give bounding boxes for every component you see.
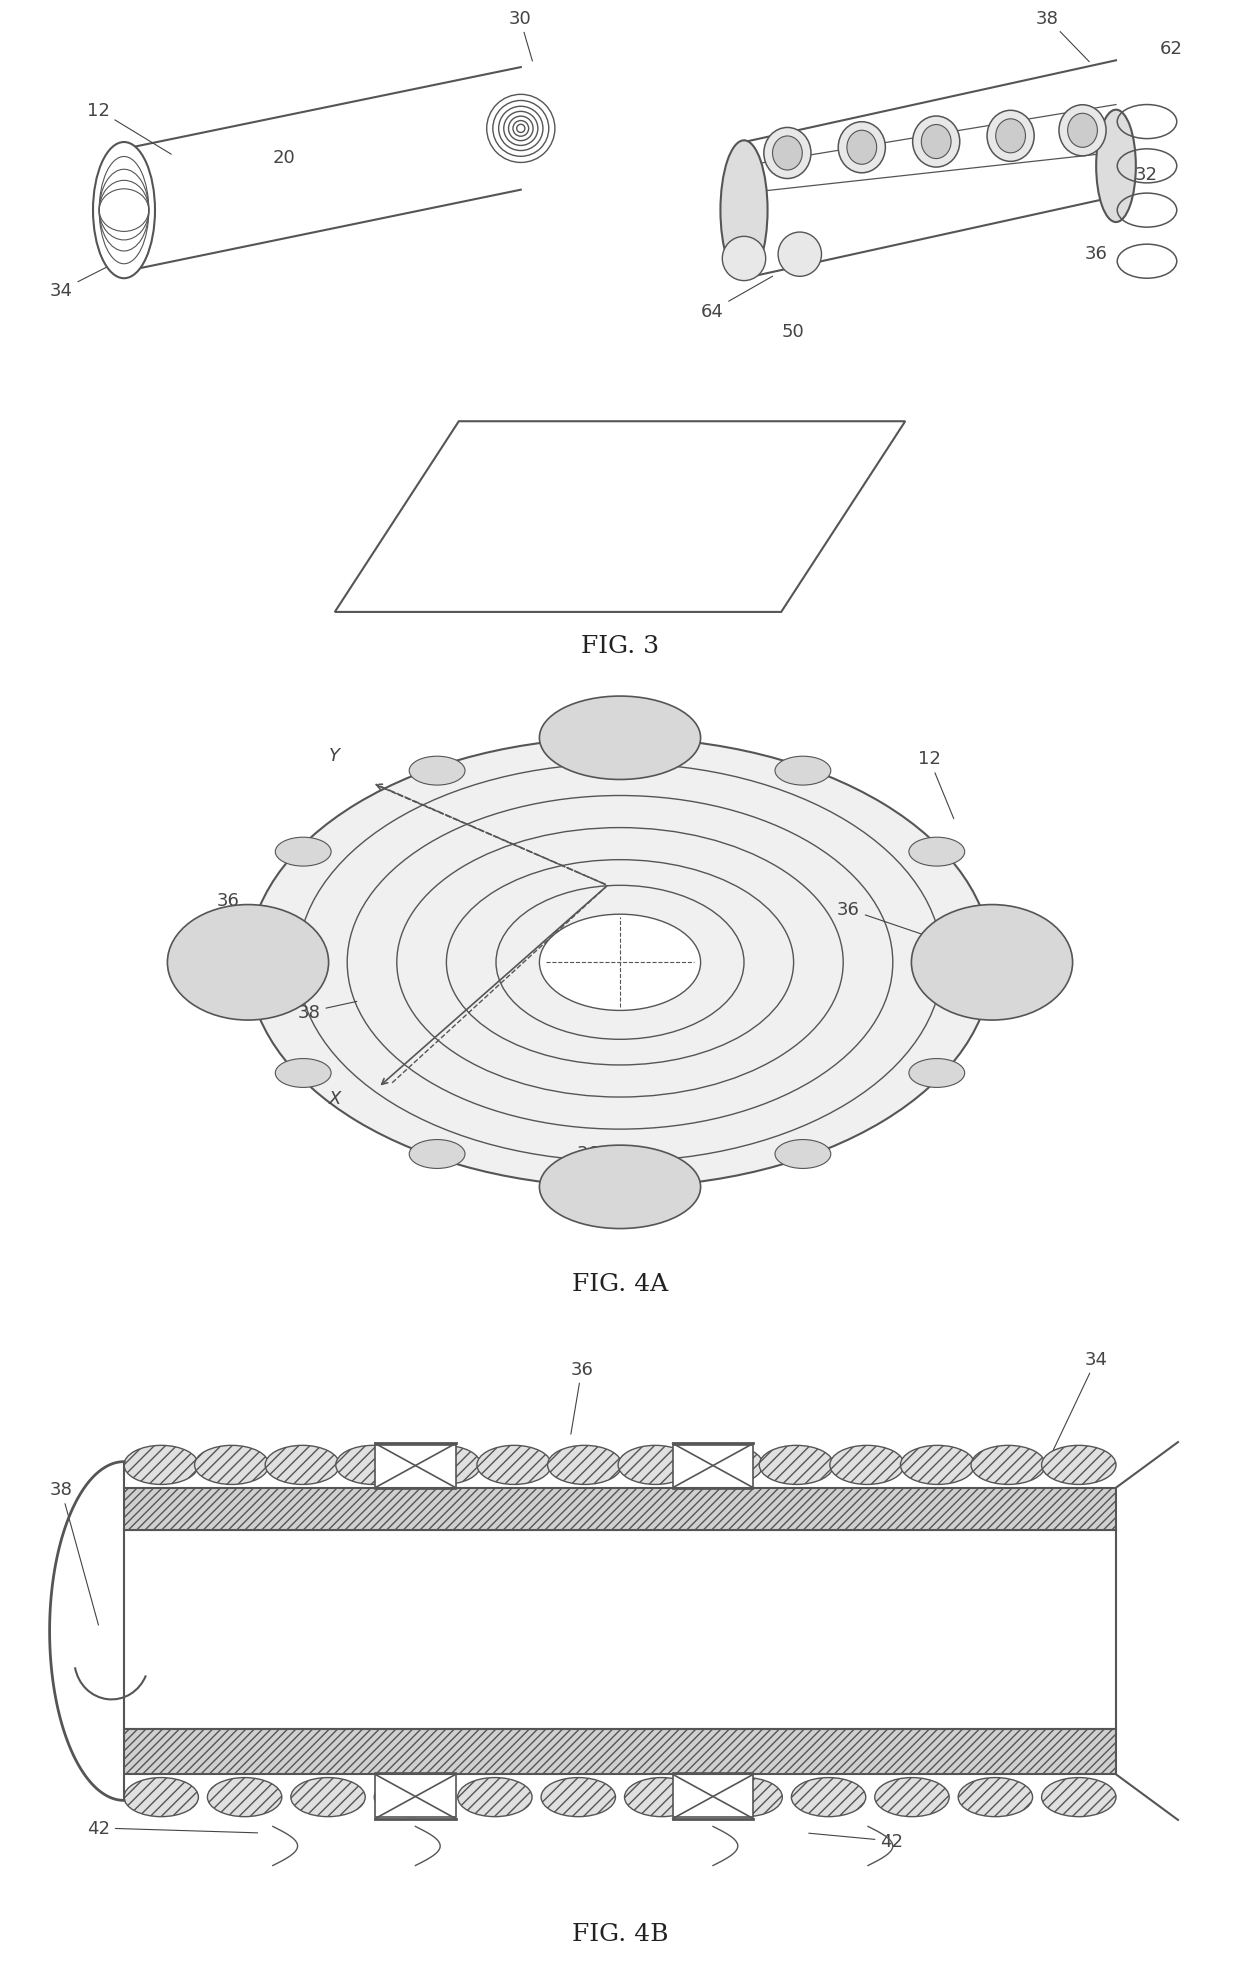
Ellipse shape	[775, 1140, 831, 1168]
Ellipse shape	[708, 1778, 782, 1817]
Ellipse shape	[409, 758, 465, 785]
Bar	[124, 1531, 1116, 1728]
Text: FIG. 4A: FIG. 4A	[572, 1273, 668, 1294]
Ellipse shape	[773, 136, 802, 172]
Bar	[124, 1488, 1116, 1531]
Ellipse shape	[548, 1446, 622, 1484]
Text: Y: Y	[329, 748, 340, 766]
Ellipse shape	[921, 126, 951, 160]
Ellipse shape	[1042, 1778, 1116, 1817]
Ellipse shape	[775, 758, 831, 785]
Text: 12: 12	[87, 103, 171, 156]
Ellipse shape	[1096, 110, 1136, 223]
Ellipse shape	[291, 1778, 366, 1817]
Text: 36: 36	[577, 1144, 618, 1182]
Ellipse shape	[911, 906, 1073, 1020]
Text: FIG. 3: FIG. 3	[580, 635, 660, 659]
Ellipse shape	[830, 1446, 904, 1484]
Ellipse shape	[791, 1778, 866, 1817]
Text: 38: 38	[1035, 10, 1089, 63]
Text: 30: 30	[508, 10, 532, 61]
Text: X: X	[329, 1089, 341, 1109]
Text: 36: 36	[217, 892, 247, 953]
Ellipse shape	[226, 949, 283, 977]
Ellipse shape	[93, 142, 155, 278]
Ellipse shape	[987, 110, 1034, 162]
Text: FIG. 4B: FIG. 4B	[572, 1922, 668, 1945]
Text: 38: 38	[50, 1480, 98, 1626]
Ellipse shape	[909, 1060, 965, 1087]
Ellipse shape	[539, 915, 701, 1010]
Ellipse shape	[1042, 1446, 1116, 1484]
Ellipse shape	[477, 1446, 552, 1484]
Ellipse shape	[1068, 114, 1097, 148]
Ellipse shape	[541, 1778, 615, 1817]
Text: 12: 12	[918, 750, 954, 819]
Text: 42: 42	[808, 1833, 904, 1851]
Ellipse shape	[996, 120, 1025, 154]
Text: 38: 38	[298, 1002, 357, 1022]
Text: 64: 64	[701, 276, 773, 320]
Text: 32: 32	[1135, 166, 1158, 183]
Bar	[672, 1774, 753, 1817]
Bar	[124, 1728, 1116, 1774]
Ellipse shape	[874, 1778, 949, 1817]
Ellipse shape	[539, 1146, 701, 1229]
Ellipse shape	[409, 1140, 465, 1168]
Ellipse shape	[248, 738, 992, 1188]
Ellipse shape	[759, 1446, 833, 1484]
Text: 62: 62	[1159, 41, 1182, 59]
Ellipse shape	[458, 1778, 532, 1817]
Ellipse shape	[779, 233, 822, 276]
Ellipse shape	[593, 728, 647, 756]
Ellipse shape	[124, 1446, 198, 1484]
Ellipse shape	[688, 1446, 763, 1484]
Text: 36: 36	[1085, 245, 1107, 262]
Ellipse shape	[971, 1446, 1045, 1484]
Ellipse shape	[207, 1778, 281, 1817]
Bar	[672, 1444, 753, 1490]
Ellipse shape	[275, 1060, 331, 1087]
Ellipse shape	[1059, 107, 1106, 156]
Bar	[374, 1444, 456, 1490]
Text: 36: 36	[837, 902, 983, 955]
Ellipse shape	[957, 949, 1013, 977]
Ellipse shape	[838, 122, 885, 174]
Ellipse shape	[913, 116, 960, 168]
Ellipse shape	[720, 142, 768, 280]
Text: 42: 42	[87, 1819, 258, 1837]
Ellipse shape	[618, 1446, 692, 1484]
Ellipse shape	[407, 1446, 481, 1484]
Text: 34: 34	[50, 266, 109, 300]
Ellipse shape	[167, 906, 329, 1020]
Ellipse shape	[539, 696, 701, 779]
Ellipse shape	[847, 130, 877, 166]
Ellipse shape	[959, 1778, 1033, 1817]
Ellipse shape	[124, 1778, 198, 1817]
Ellipse shape	[265, 1446, 340, 1484]
Ellipse shape	[764, 128, 811, 180]
Text: 34: 34	[1043, 1350, 1109, 1472]
Bar	[374, 1774, 456, 1817]
Ellipse shape	[591, 1170, 647, 1198]
Ellipse shape	[909, 839, 965, 866]
Ellipse shape	[374, 1778, 449, 1817]
Text: 50: 50	[781, 324, 804, 341]
Text: 36: 36	[570, 1359, 593, 1434]
Ellipse shape	[336, 1446, 410, 1484]
Ellipse shape	[275, 839, 331, 866]
Text: 34: 34	[589, 702, 619, 736]
Ellipse shape	[625, 1778, 699, 1817]
Text: 20: 20	[273, 150, 295, 168]
Ellipse shape	[722, 237, 766, 282]
Ellipse shape	[195, 1446, 269, 1484]
Ellipse shape	[900, 1446, 975, 1484]
